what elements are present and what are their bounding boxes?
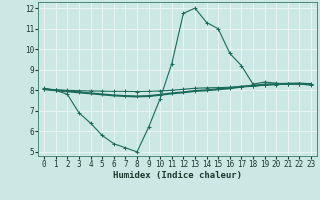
X-axis label: Humidex (Indice chaleur): Humidex (Indice chaleur) [113, 171, 242, 180]
